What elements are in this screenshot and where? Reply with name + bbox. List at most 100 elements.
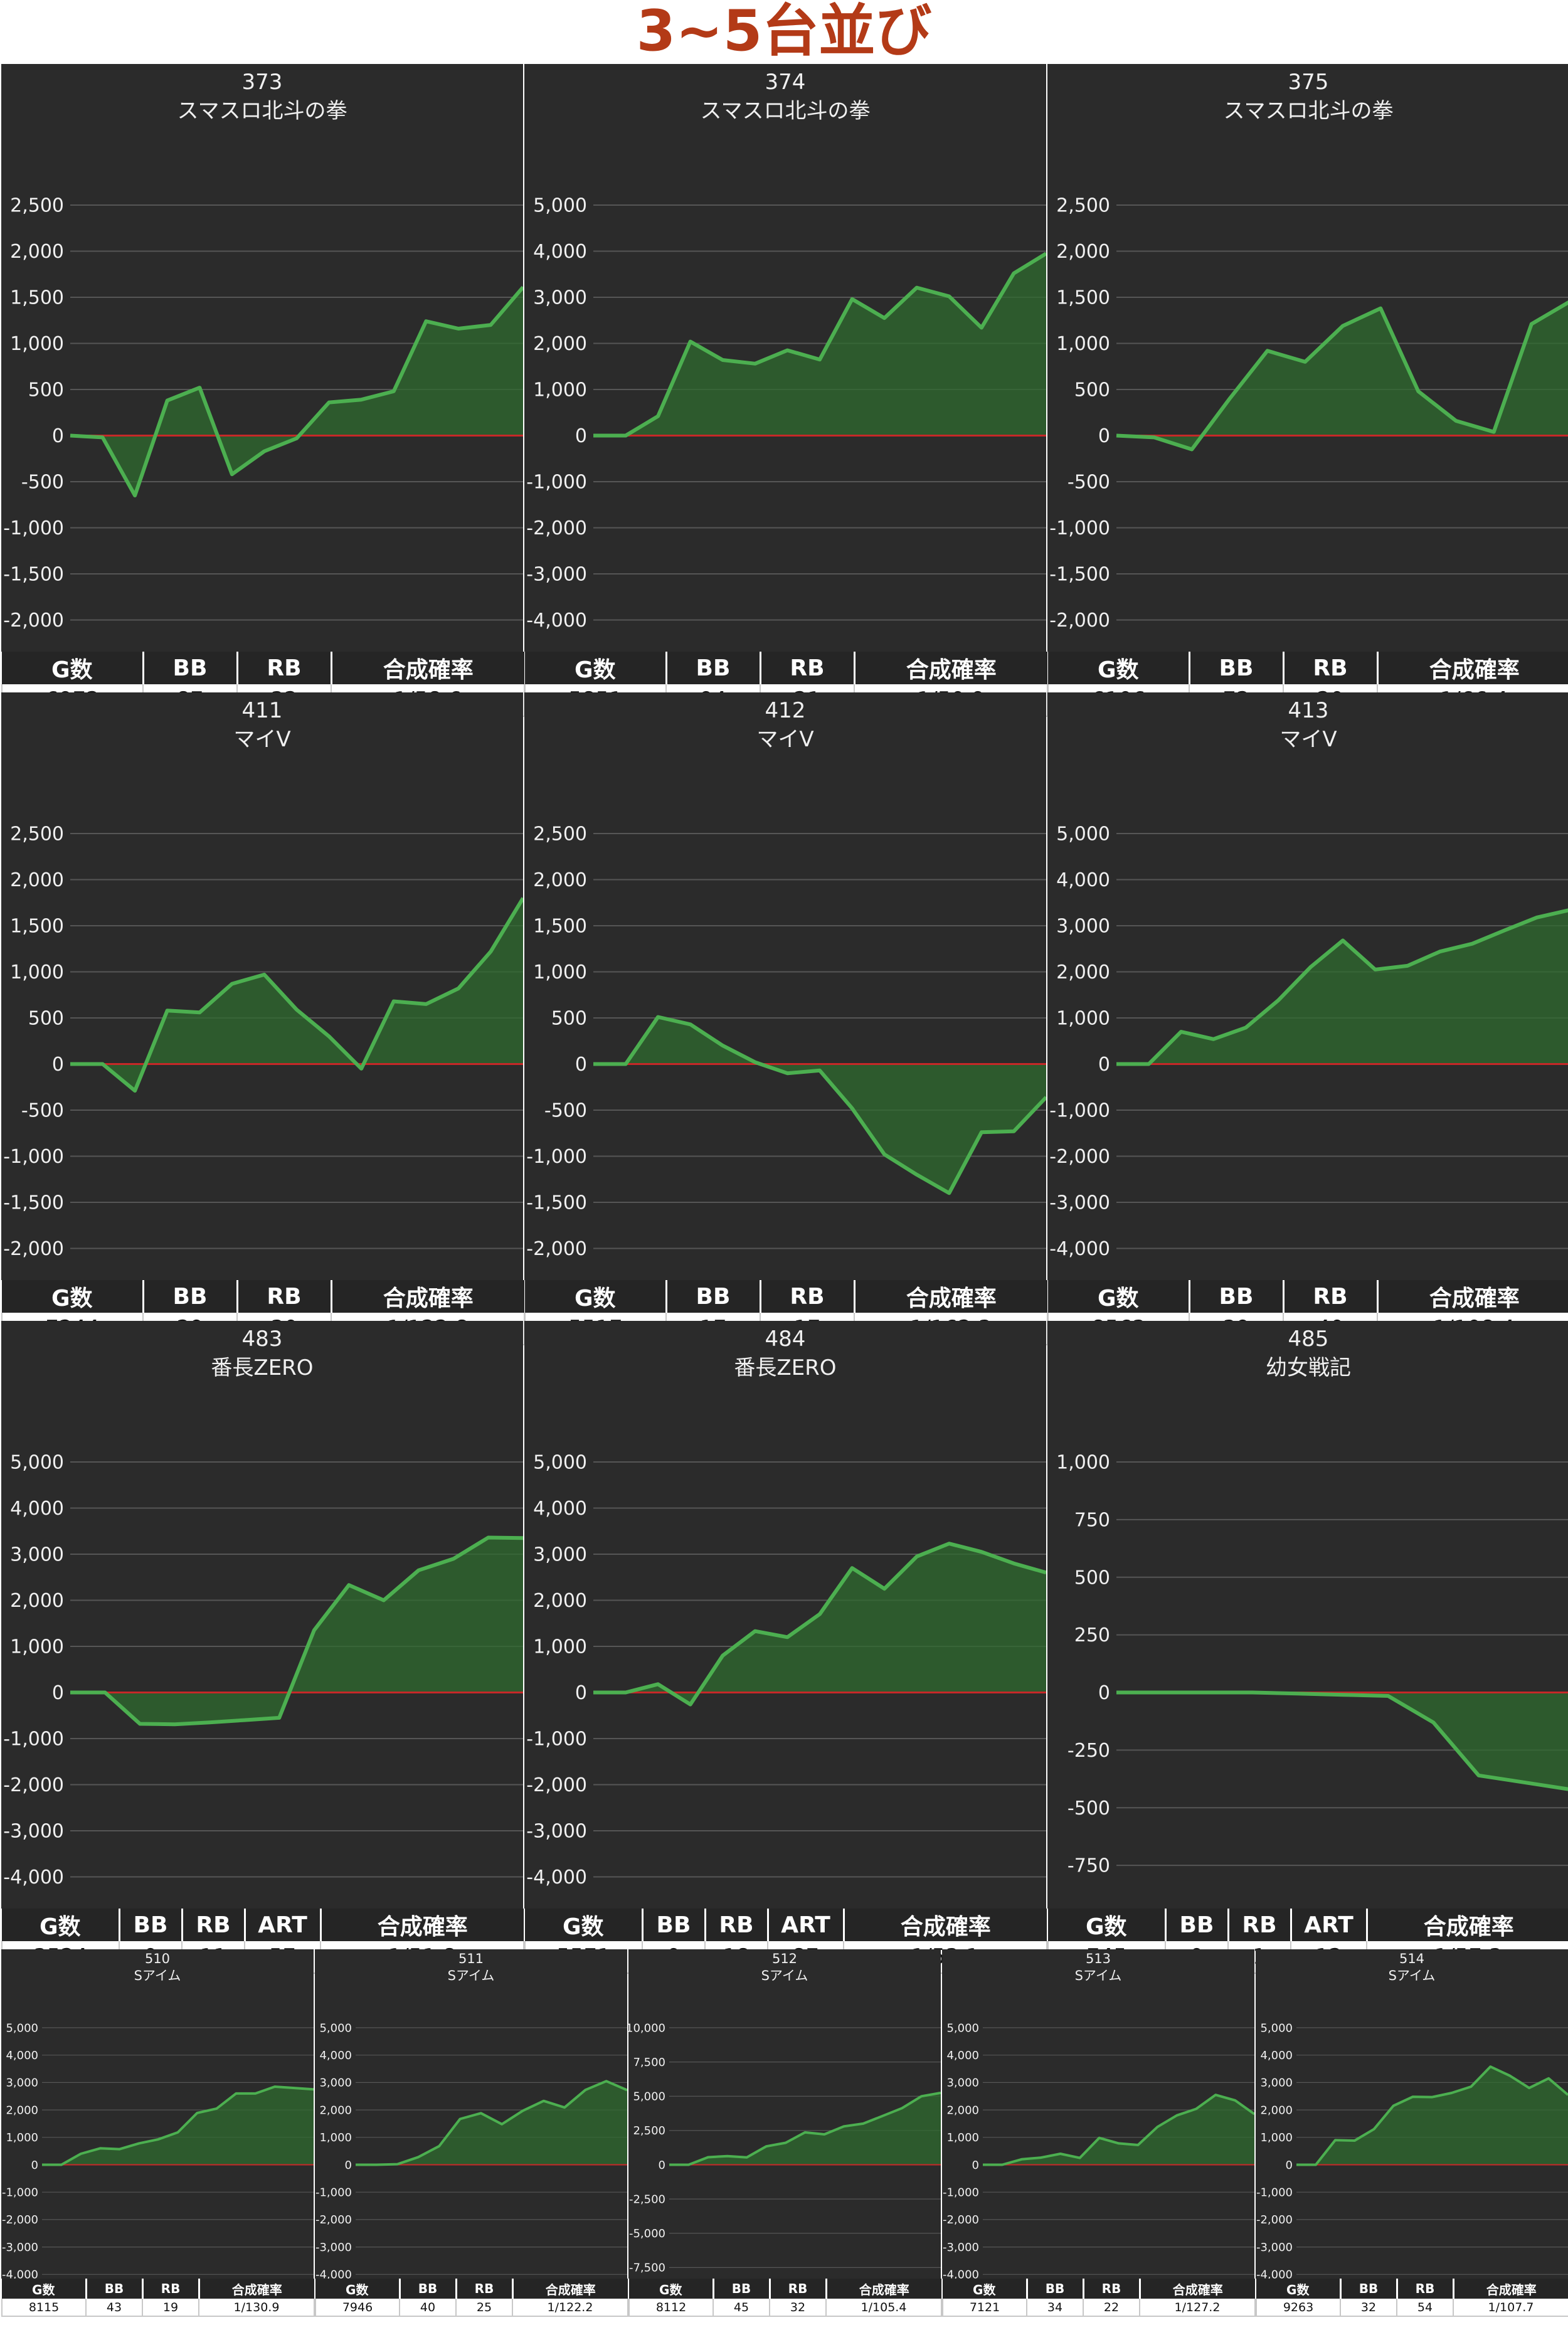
stats-value: 9263 — [1256, 2299, 1341, 2317]
y-tick-label: -250 — [1067, 1740, 1110, 1762]
y-tick-label: 5,000 — [633, 2090, 665, 2104]
series-area — [70, 287, 523, 495]
y-tick-label: 0 — [575, 1054, 587, 1076]
chart-svg: 411 マイV 2,500 2,000 1,500 1,000 500 0 -500 -1,000… — [3, 698, 523, 1260]
chart-number: 512 — [772, 1951, 797, 1966]
y-tick-label: 2,000 — [533, 1590, 587, 1612]
stats-value: 7946 — [315, 2299, 400, 2317]
y-tick-label: 2,000 — [10, 241, 64, 263]
y-tick-label: -4,000 — [526, 1867, 587, 1888]
stats-header: RB — [770, 2279, 827, 2299]
stats-header: 合成確率 — [854, 1280, 1047, 1313]
stats-header: G数 — [525, 652, 667, 684]
chart-svg: 413 マイV 5,000 4,000 3,000 2,000 1,000 0 -1,000 -2… — [1049, 698, 1568, 1260]
chart-plot-area: 510 Sアイム 5,000 4,000 3,000 2,000 1,000 0 -1,000 -… — [1, 1949, 314, 2279]
y-tick-label: 500 — [28, 379, 64, 401]
y-tick-label: -3,000 — [526, 1821, 587, 1843]
stats-header: BB — [642, 1909, 706, 1941]
chart-plot-area: 512 Sアイム 10,000 7,500 5,000 2,500 0 -2,500 -5,00… — [628, 1949, 941, 2279]
chart-number: 484 — [765, 1327, 806, 1352]
y-tick-label: -2,000 — [1049, 1146, 1110, 1168]
stats-header: ART — [245, 1909, 322, 1941]
y-tick-label: -3,000 — [526, 564, 587, 586]
chart-svg: 483 番長ZERO 5,000 4,000 3,000 2,000 1,000 0 -1,00… — [3, 1327, 523, 1888]
chart-svg: 512 Sアイム 10,000 7,500 5,000 2,500 0 -2,500 -5,00… — [628, 1951, 941, 2275]
series-line — [593, 252, 1046, 438]
y-tick-label: -4,000 — [943, 2269, 979, 2279]
series-line — [1296, 2065, 1568, 2166]
stats-table: G数 BB RB 合成確率 7121 34 22 1/127.2 — [942, 2279, 1256, 2317]
y-tick-label: 500 — [551, 1008, 587, 1030]
y-tick-label: -1,000 — [3, 1729, 64, 1750]
stats-table: G数 BB RB 合成確率 8112 45 32 1/105.4 — [628, 2279, 942, 2317]
chart-machine-name: マイV — [1279, 727, 1337, 752]
series-line — [70, 1535, 523, 1727]
y-tick-label: -2,000 — [526, 1238, 587, 1260]
stats-header: G数 — [1256, 2279, 1342, 2299]
chart-plot-area: 374 スマスロ北斗の拳 5,000 4,000 3,000 2,000 1,000 0 -1,… — [524, 64, 1046, 652]
y-tick-label: 2,500 — [10, 824, 64, 845]
chart-svg: 375 スマスロ北斗の拳 2,500 2,000 1,500 1,000 500 0 -500 -… — [1049, 70, 1568, 632]
y-tick-label: 1,000 — [319, 2131, 352, 2144]
y-tick-label: -1,000 — [526, 472, 587, 494]
y-tick-label: 2,000 — [946, 2104, 979, 2117]
y-tick-label: 0 — [52, 1682, 64, 1704]
stats-value: 32 — [770, 2299, 827, 2317]
chart-panel-510: 510 Sアイム 5,000 4,000 3,000 2,000 1,000 0 -1,000 -… — [1, 1949, 315, 2317]
chart-svg: 374 スマスロ北斗の拳 5,000 4,000 3,000 2,000 1,000 0 -1,… — [526, 70, 1046, 632]
chart-panel-485: 485幼女戦記1,0007505002500-250-500-750-1,000… — [1047, 1321, 1568, 1974]
y-tick-label: -2,000 — [1256, 2213, 1293, 2227]
y-tick-label: -2,000 — [1049, 610, 1110, 632]
series-line — [593, 1542, 1046, 1707]
y-tick-label: 0 — [1098, 1682, 1110, 1704]
stats-header: BB — [1165, 1909, 1229, 1941]
series-line — [1116, 300, 1568, 452]
y-tick-label: 5,000 — [1056, 824, 1110, 845]
y-tick-label: 5,000 — [1260, 2021, 1293, 2035]
y-tick-label: 2,000 — [319, 2104, 352, 2117]
stats-header: BB — [1189, 1280, 1285, 1313]
chart-plot-area: 484 番長ZERO 5,000 4,000 3,000 2,000 1,000 0 -1,00… — [524, 1321, 1046, 1909]
stats-table: G数BBRB合成確率585194211/50.9 — [524, 652, 1048, 717]
stats-header: 合成確率 — [512, 2279, 628, 2299]
chart-plot-area: 513 Sアイム 5,000 4,000 3,000 2,000 1,000 0 -1,000 -… — [942, 1949, 1254, 2279]
y-tick-label: 1,000 — [1056, 1008, 1110, 1030]
stats-value: 1/105.4 — [826, 2299, 942, 2317]
chart-svg: 412 マイV 2,500 2,000 1,500 1,000 500 0 -500 -1,000… — [526, 698, 1046, 1260]
y-tick-label: -1,000 — [943, 2186, 979, 2200]
chart-machine-name: マイV — [233, 727, 290, 752]
y-tick-label: 4,000 — [1260, 2049, 1293, 2062]
y-tick-label: 0 — [52, 425, 64, 447]
y-tick-label: 2,500 — [633, 2124, 665, 2137]
chart-machine-name: スマスロ北斗の拳 — [1224, 98, 1394, 124]
y-tick-label: -2,000 — [943, 2213, 979, 2227]
stats-table: G数 BB RB 合成確率 7946 40 25 1/122.2 — [315, 2279, 628, 2317]
stats-header: BB — [1189, 652, 1285, 684]
stats-header: RB — [1397, 2279, 1454, 2299]
stats-value: 1/122.2 — [512, 2299, 628, 2317]
y-tick-label: -2,000 — [3, 1774, 64, 1796]
chart-plot-area: 413 マイV 5,000 4,000 3,000 2,000 1,000 0 -1,000 -2… — [1047, 692, 1568, 1280]
series-area — [1296, 2067, 1568, 2165]
stats-header: G数 — [2, 1280, 144, 1313]
series-area — [983, 2095, 1254, 2165]
y-tick-label: 2,500 — [1056, 195, 1110, 217]
y-tick-label: -500 — [21, 472, 64, 494]
y-tick-label: 5,000 — [10, 1452, 64, 1474]
y-tick-label: 0 — [31, 2159, 38, 2172]
y-tick-label: -2,000 — [526, 517, 587, 539]
stats-header: 合成確率 — [1377, 1280, 1568, 1313]
chart-panel-375: 375 スマスロ北斗の拳 2,500 2,000 1,500 1,000 500 0 -500 -… — [1047, 64, 1568, 717]
y-tick-label: -4,000 — [2, 2269, 38, 2279]
y-tick-label: -4,000 — [526, 610, 587, 632]
stats-header: RB — [142, 2279, 200, 2299]
y-tick-label: -500 — [1067, 1798, 1110, 1819]
y-tick-label: -1,000 — [526, 1146, 587, 1168]
y-tick-label: 4,000 — [533, 241, 587, 263]
y-tick-label: 2,000 — [533, 869, 587, 891]
y-tick-label: 1,500 — [10, 916, 64, 938]
series-area — [1116, 1692, 1568, 1789]
y-tick-label: 2,000 — [1260, 2104, 1293, 2117]
series-line — [70, 285, 523, 497]
